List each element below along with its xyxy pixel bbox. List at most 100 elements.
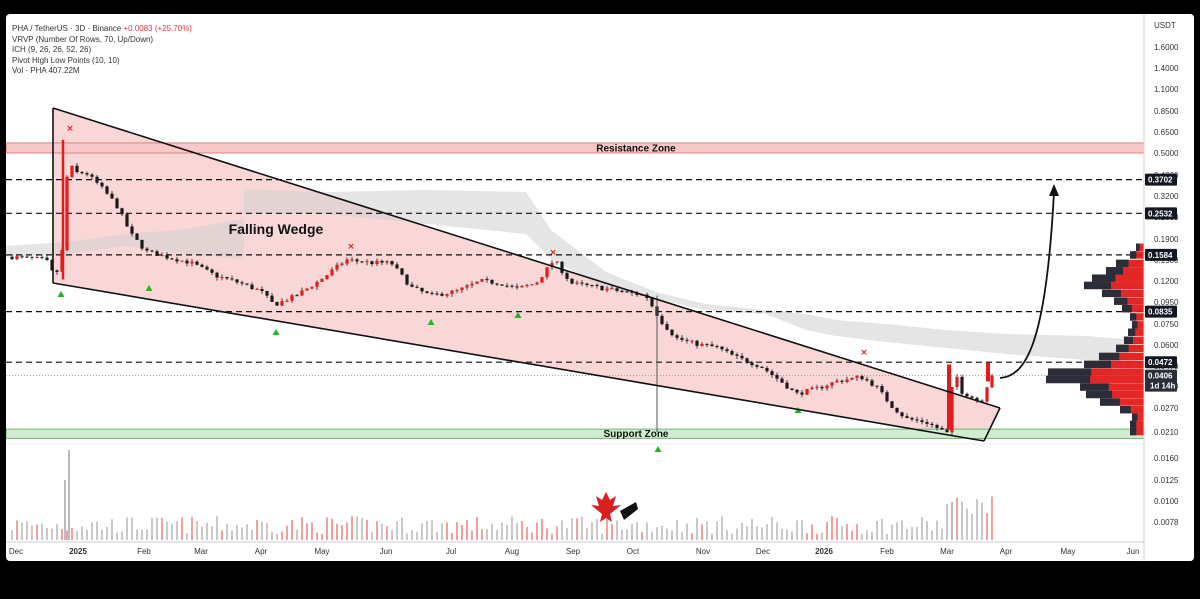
- candle-body: [495, 283, 499, 285]
- volume-bar: [446, 522, 448, 540]
- volume-bar: [491, 523, 493, 540]
- candle-body: [510, 285, 514, 287]
- price-chart[interactable]: Resistance Zone Support Zone × × × × Falling …: [6, 14, 1194, 561]
- candle-body: [445, 294, 449, 296]
- volume-bar: [696, 517, 698, 540]
- vp-row-up: [1116, 344, 1129, 353]
- candle-body: [475, 281, 479, 284]
- candle-body: [45, 257, 49, 260]
- volume-bar: [406, 533, 408, 540]
- volume-bar: [391, 529, 393, 540]
- candle-body: [530, 284, 534, 286]
- time-tick-label: May: [314, 547, 329, 556]
- volume-bar: [726, 530, 728, 540]
- candle-body: [945, 429, 949, 433]
- candle-body: [485, 279, 489, 281]
- candle-body: [90, 174, 94, 177]
- price-tick-label: 0.8500: [1154, 107, 1179, 116]
- volume-bar: [771, 516, 773, 540]
- candle-body: [860, 376, 864, 380]
- volume-bar: [741, 522, 743, 540]
- vp-row-up: [1130, 251, 1137, 259]
- candle-body: [195, 261, 199, 265]
- candle-body: [140, 239, 144, 249]
- vp-row: [1132, 413, 1144, 421]
- volume-bar: [436, 532, 438, 540]
- price-tick-label: 0.6500: [1154, 128, 1179, 137]
- candle-body: [360, 261, 364, 263]
- volume-bar: [466, 519, 468, 540]
- volume-bar: [41, 523, 43, 540]
- volume-bar: [166, 521, 168, 540]
- time-tick-label: Oct: [627, 547, 640, 556]
- volume-bar: [566, 528, 568, 540]
- volume-bar: [601, 533, 603, 540]
- candle-body: [100, 182, 104, 187]
- candle-body: [770, 371, 774, 375]
- candle-body: [400, 268, 404, 275]
- time-tick-label: May: [1060, 547, 1075, 556]
- volume-bar: [81, 526, 83, 540]
- candle-body: [365, 261, 369, 263]
- candle-body: [970, 396, 974, 398]
- symbol-text: PHA / TetherUS · 3D · Binance: [12, 24, 122, 33]
- volume-bar: [561, 520, 563, 540]
- volume-bar: [851, 530, 853, 540]
- candle-body: [420, 287, 424, 292]
- volume-bar: [936, 520, 938, 540]
- wedge-apex-line: [983, 407, 1001, 442]
- indicator-vrvp[interactable]: VRVP (Number Of Rows, 70, Up/Down): [12, 34, 154, 44]
- volume-bar: [511, 516, 513, 540]
- candle-body: [950, 387, 954, 433]
- volume-bar: [856, 524, 858, 540]
- currency-label: USDT: [1154, 21, 1176, 30]
- vp-row: [1130, 420, 1144, 429]
- indicator-volume[interactable]: Vol · PHA 407.22M: [12, 66, 80, 75]
- vp-row-up: [1106, 267, 1124, 275]
- candle-body: [740, 355, 744, 359]
- volume-bar: [841, 526, 843, 540]
- symbol-line[interactable]: PHA / TetherUS · 3D · Binance +0.0083 (+…: [12, 24, 192, 35]
- volume-bar: [501, 522, 503, 540]
- indicator-pivots[interactable]: Pivot High Low Points (10, 10): [12, 55, 120, 65]
- candle-body: [785, 382, 789, 389]
- volume-bar: [816, 533, 818, 540]
- volume-bar: [16, 520, 18, 540]
- indicator-ichimoku[interactable]: ICH (9, 26, 26, 52, 26): [12, 45, 92, 54]
- pivot-low-marker: [514, 312, 522, 318]
- vp-row-up: [1130, 420, 1137, 429]
- candle-body: [545, 267, 549, 278]
- vp-row-up: [1122, 305, 1132, 313]
- volume-bar: [626, 529, 628, 540]
- candle-body: [800, 392, 804, 395]
- candle-body: [650, 298, 654, 307]
- volume-bar: [36, 524, 38, 540]
- price-tick-label: 1.1000: [1154, 85, 1179, 94]
- candle-body: [115, 198, 119, 209]
- volume-bar: [226, 523, 228, 540]
- volume-bar: [131, 517, 133, 540]
- vp-row: [1122, 305, 1144, 313]
- candle-body: [895, 407, 899, 413]
- candle-body: [470, 283, 474, 286]
- candle-body: [870, 380, 874, 386]
- volume-bar: [386, 526, 388, 540]
- volume-tick-label: 0.0078: [1154, 518, 1179, 527]
- candle-body: [85, 173, 89, 175]
- volume-bar: [121, 531, 123, 540]
- volume-bar: [66, 530, 68, 540]
- volume-bar: [286, 525, 288, 540]
- volume-bar: [111, 519, 113, 540]
- volume-bar: [541, 518, 543, 540]
- candle-body: [435, 293, 439, 295]
- candle-body: [200, 264, 204, 267]
- candle-body: [465, 285, 469, 288]
- volume-bar: [531, 532, 533, 540]
- vp-row-up: [1084, 360, 1111, 369]
- volume-bar: [351, 516, 353, 540]
- volume-bar: [586, 528, 588, 540]
- candle-body: [705, 343, 709, 345]
- time-tick-label: Feb: [137, 547, 151, 556]
- march-candle: [947, 364, 951, 430]
- volume-bar: [576, 518, 578, 540]
